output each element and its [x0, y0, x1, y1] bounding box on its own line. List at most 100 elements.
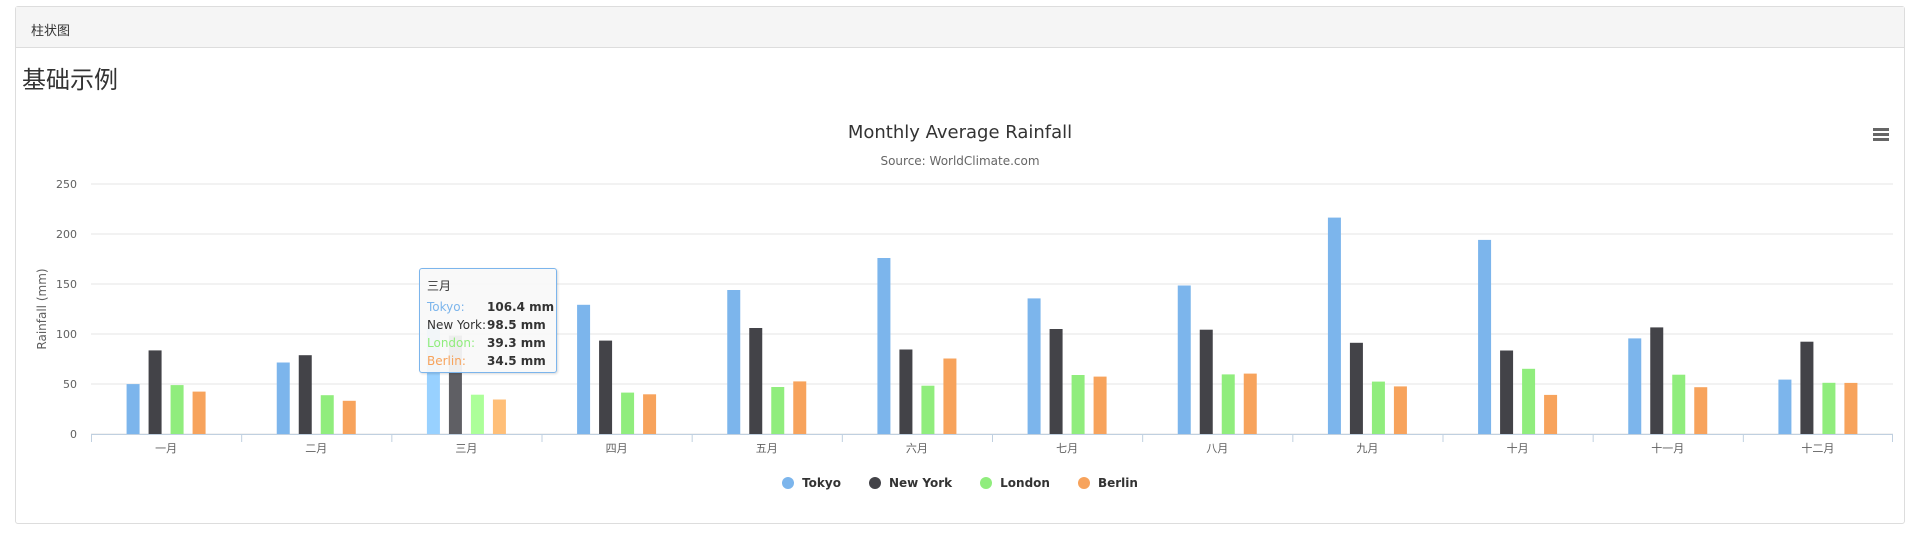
bar-london-8 [1221, 374, 1235, 434]
bar-berlin-10 [1544, 394, 1558, 434]
legend-marker [1077, 477, 1090, 489]
bar-tokyo-2 [276, 362, 290, 434]
bar-london-10 [1522, 368, 1536, 434]
bar-london-9 [1371, 381, 1385, 434]
x-tick-label: 九月 [1356, 442, 1378, 455]
chart-subtitle: Source: WorldClimate.com [880, 154, 1039, 168]
x-tick-label: 十月 [1507, 441, 1529, 455]
bar-london-12 [1822, 382, 1836, 434]
bar-tokyo-10 [1478, 239, 1492, 434]
bar-new-york-9 [1349, 342, 1363, 434]
bar-london-2 [320, 395, 334, 434]
tooltip-series-name: London: [427, 336, 476, 350]
y-tick-label: 100 [56, 328, 77, 341]
x-tick-label: 八月 [1206, 442, 1228, 455]
bar-london-1 [170, 385, 184, 434]
bar-berlin-9 [1393, 386, 1407, 434]
bar-berlin-3 [492, 399, 506, 434]
tooltip-row: New York:98.5 mm [427, 316, 556, 334]
chart-title: Monthly Average Rainfall [848, 122, 1072, 143]
x-tick-label: 五月 [756, 442, 778, 455]
bar-london-4 [621, 392, 635, 434]
legend-item-berlin[interactable]: Berlin [1077, 476, 1138, 490]
bar-london-3 [470, 394, 484, 434]
chart-panel: 柱状图 [15, 6, 1905, 524]
legend-item-tokyo[interactable]: Tokyo [782, 476, 841, 490]
chart-context-menu-button[interactable] [1870, 125, 1892, 145]
bar-new-york-1 [148, 350, 162, 434]
tooltip-series-value: 34.5 mm [487, 354, 546, 368]
bar-london-5 [771, 387, 785, 434]
x-tick-label: 四月 [606, 442, 628, 455]
bar-tokyo-12 [1778, 379, 1792, 434]
bar-tokyo-9 [1327, 217, 1341, 434]
bar-new-york-8 [1199, 329, 1213, 434]
x-tick-label: 三月 [455, 442, 477, 455]
bar-tokyo-5 [727, 290, 741, 434]
legend-label: Tokyo [802, 476, 841, 490]
bar-berlin-5 [793, 381, 807, 434]
x-tick-label: 十二月 [1801, 441, 1834, 455]
x-tick-label: 十一月 [1651, 441, 1684, 455]
bar-berlin-12 [1844, 382, 1858, 434]
bar-new-york-6 [899, 349, 913, 434]
chart-tooltip: 三月 Tokyo: 106.4 mm New York:98.5 mm London:… [419, 268, 557, 373]
x-tick-label: 六月 [906, 442, 928, 455]
legend-label: London [1000, 476, 1050, 490]
bar-tokyo-6 [877, 258, 891, 434]
tooltip-series-value: 39.3 mm [487, 336, 546, 350]
panel-heading: 柱状图 [16, 7, 1904, 48]
bar-berlin-8 [1243, 373, 1257, 434]
bar-tokyo-8 [1177, 285, 1191, 434]
legend-label: Berlin [1097, 476, 1138, 490]
bar-tokyo-11 [1628, 338, 1642, 434]
tooltip-series-name: Berlin: [427, 354, 466, 368]
bar-tokyo-1 [126, 384, 140, 434]
tooltip-series-name: New York: [427, 318, 486, 332]
bar-london-7 [1071, 375, 1085, 434]
hamburger-menu-icon [1873, 128, 1889, 131]
bar-tokyo-7 [1027, 298, 1041, 434]
tooltip-series-value: 106.4 mm [487, 300, 555, 314]
bar-new-york-11 [1650, 327, 1664, 434]
tooltip-row: Tokyo: 106.4 mm [427, 298, 556, 316]
y-tick-label: 50 [63, 378, 77, 391]
bar-new-york-10 [1500, 350, 1514, 434]
legend-marker [868, 477, 881, 489]
tooltip-category: 三月 [427, 279, 452, 293]
legend-marker [980, 477, 993, 489]
legend-item-new-york[interactable]: New York [868, 476, 953, 490]
tooltip-series-value: 98.5 mm [487, 318, 546, 332]
y-tick-label: 200 [56, 228, 77, 241]
bar-berlin-4 [643, 394, 657, 434]
bar-berlin-7 [1093, 376, 1107, 434]
bar-london-6 [921, 385, 935, 434]
bar-new-york-2 [298, 355, 312, 434]
x-tick-label: 七月 [1056, 442, 1078, 455]
bar-berlin-6 [943, 358, 957, 434]
y-axis-label: Rainfall (mm) [35, 268, 49, 349]
bar-berlin-2 [342, 400, 356, 434]
bar-berlin-11 [1694, 387, 1708, 434]
bar-new-york-4 [599, 340, 613, 434]
tooltip-row: Berlin: 34.5 mm [427, 352, 556, 370]
bar-new-york-7 [1049, 329, 1063, 434]
legend-item-london[interactable]: London [980, 476, 1050, 490]
bar-london-11 [1672, 374, 1686, 434]
x-tick-label: 一月 [155, 442, 177, 455]
bar-new-york-12 [1800, 341, 1814, 434]
legend-marker [782, 477, 795, 489]
tooltip-series-name: Tokyo: [427, 300, 465, 314]
x-tick-label: 二月 [305, 442, 327, 455]
bar-new-york-5 [749, 328, 763, 434]
tooltip-row: London: 39.3 mm [427, 334, 556, 352]
y-tick-label: 0 [70, 428, 77, 441]
bar-berlin-1 [192, 391, 206, 434]
bar-tokyo-4 [577, 304, 591, 434]
section-title: 基础示例 [22, 66, 118, 94]
y-tick-label: 150 [56, 278, 77, 291]
chart-legend: Tokyo New York London Berlin [0, 476, 1920, 490]
y-tick-label: 250 [56, 178, 77, 191]
legend-label: New York [888, 476, 953, 490]
